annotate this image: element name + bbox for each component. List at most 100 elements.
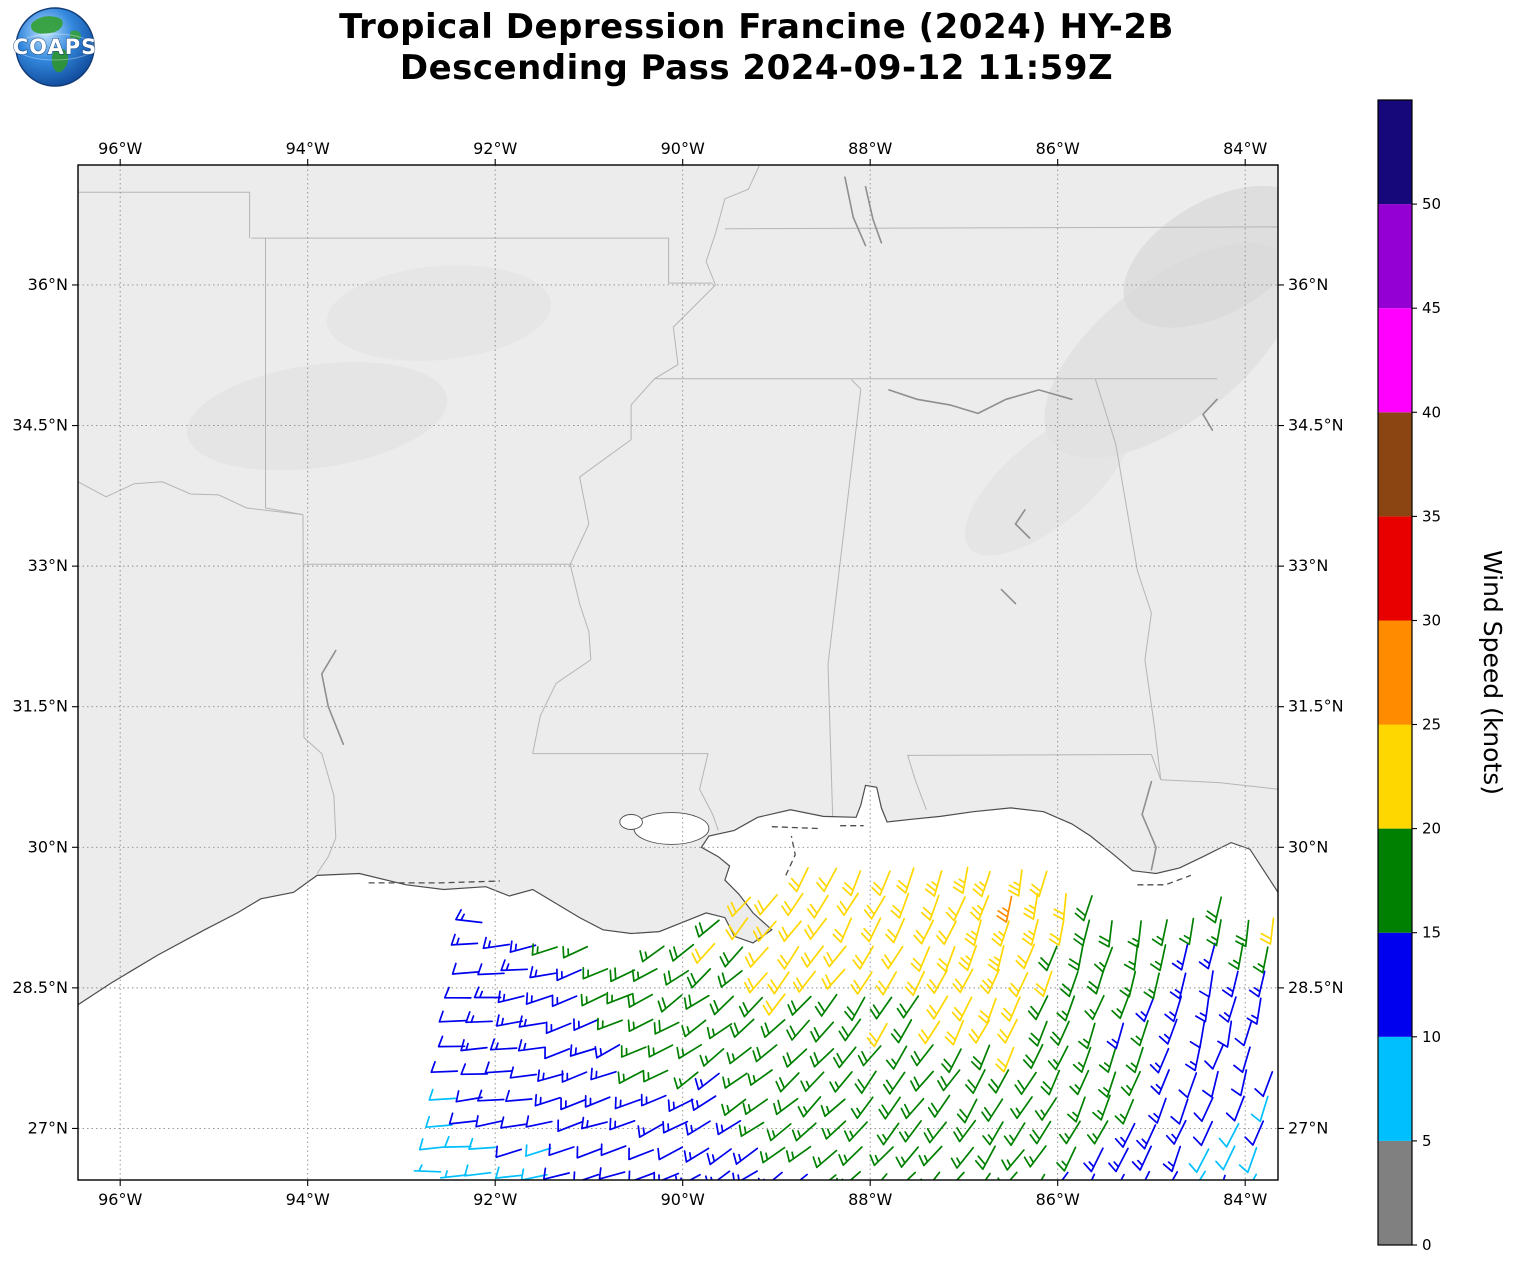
- wind-barb: [520, 1168, 548, 1180]
- coaps-logo: COAPS: [12, 5, 97, 89]
- wind-barb: [560, 1097, 587, 1111]
- state-border: [532, 233, 717, 754]
- wind-barb: [639, 945, 665, 963]
- wind-barb: [1198, 1170, 1206, 1180]
- lake: [633, 812, 710, 845]
- wind-barb: [921, 894, 940, 921]
- wind-barb: [1003, 1122, 1026, 1147]
- wind-barb: [1230, 1069, 1248, 1097]
- lat-tick-label-right: 31.5°N: [1288, 697, 1344, 716]
- title-block: Tropical Depression Francine (2024) HY-2…: [0, 7, 1513, 90]
- wind-barb: [691, 942, 716, 964]
- island-chain: [785, 835, 796, 876]
- lon-tick-label-top: 88°W: [848, 139, 892, 158]
- colorbar-tick-label: 40: [1422, 403, 1441, 421]
- wind-barb: [747, 1069, 773, 1086]
- wind-barb: [752, 920, 777, 942]
- wind-barb: [1198, 942, 1216, 970]
- state-border: [265, 238, 304, 516]
- wind-barb: [900, 1097, 925, 1120]
- wind-barb: [952, 866, 969, 894]
- lon-tick-label-top: 84°W: [1223, 139, 1267, 158]
- wind-barb: [775, 1072, 800, 1093]
- wind-barb: [1150, 944, 1167, 972]
- wind-barb: [1027, 995, 1049, 1021]
- wind-barb: [910, 1070, 934, 1092]
- state-border: [715, 165, 761, 234]
- wind-barb: [465, 1011, 493, 1024]
- wind-barb: [647, 1044, 674, 1058]
- wind-barb: [1056, 1146, 1077, 1172]
- wind-barb: [1072, 1046, 1092, 1073]
- wind-barb: [642, 1069, 669, 1083]
- wind-barb: [495, 1145, 522, 1159]
- state-border: [907, 753, 1162, 810]
- wind-barb: [609, 1117, 636, 1131]
- wind-barb: [518, 1015, 546, 1028]
- wind-barb: [744, 972, 768, 994]
- wind-barb: [1217, 1020, 1233, 1048]
- wind-barb: [1204, 1044, 1224, 1070]
- wind-barb: [1234, 1019, 1253, 1047]
- wind-barb: [1218, 996, 1237, 1023]
- wind-barb: [489, 1038, 518, 1051]
- wind-barb: [1010, 1096, 1033, 1120]
- wind-barb: [952, 968, 974, 994]
- state-border: [827, 379, 862, 818]
- wind-barb: [694, 1072, 720, 1091]
- wind-barb: [843, 1121, 868, 1142]
- wind-barb: [918, 1020, 941, 1045]
- lon-tick-label-top: 96°W: [98, 139, 142, 158]
- colorbar-frame: [1377, 99, 1413, 1246]
- wind-barb: [752, 1044, 778, 1063]
- wind-barb: [1074, 895, 1093, 922]
- wind-barb: [460, 1039, 488, 1052]
- colorbar-tick-label: 20: [1422, 820, 1441, 838]
- wind-barb: [782, 1173, 808, 1180]
- wind-barb: [904, 970, 926, 997]
- lat-tick-label-left: 31.5°N: [12, 697, 68, 716]
- wind-barb: [428, 1088, 457, 1101]
- wind-barb: [590, 1067, 617, 1081]
- landmass-east-icon: [70, 30, 81, 41]
- wind-barb: [455, 909, 483, 924]
- wind-barb: [950, 1146, 975, 1169]
- wind-barb: [1028, 1020, 1048, 1047]
- wind-barb: [704, 1170, 731, 1180]
- wind-barb: [1083, 1147, 1104, 1173]
- wind-barb: [1259, 917, 1275, 945]
- plot-title-line1: Tropical Depression Francine (2024) HY-2…: [339, 7, 1174, 47]
- wind-barb: [534, 1093, 561, 1107]
- wind-barb: [1143, 972, 1160, 1000]
- river: [1014, 509, 1031, 539]
- wind-barb: [1185, 1044, 1202, 1072]
- wind-barb: [809, 1048, 835, 1068]
- wind-barb: [1022, 1043, 1044, 1070]
- wind-barb: [852, 945, 874, 970]
- wind-barb: [810, 1021, 835, 1043]
- river: [1000, 588, 1017, 605]
- state-border: [251, 237, 713, 284]
- wind-barb: [573, 1171, 600, 1180]
- wind-barb: [1205, 896, 1223, 924]
- wind-barb: [833, 1046, 857, 1069]
- wind-barb: [869, 996, 893, 1020]
- river: [320, 649, 345, 745]
- wind-barb: [1098, 1071, 1117, 1098]
- wind-barb: [958, 944, 978, 972]
- wind-barb: [537, 1069, 564, 1082]
- wind-barb: [1040, 1173, 1046, 1180]
- wind-barb: [413, 1164, 442, 1173]
- colorbar-band: [1378, 1140, 1412, 1245]
- wind-barb: [777, 946, 800, 970]
- wind-barb: [766, 1123, 792, 1142]
- wind-barb: [1148, 1097, 1167, 1124]
- wind-barb: [757, 1171, 783, 1180]
- wind-barb: [500, 1116, 528, 1129]
- wind-barb: [1034, 970, 1053, 997]
- lat-tick-label-right: 36°N: [1288, 275, 1328, 294]
- colorbar-tick-label: 30: [1422, 612, 1441, 630]
- wind-barb: [1127, 920, 1142, 948]
- wind-barb: [706, 1023, 733, 1040]
- wind-barb: [1073, 919, 1091, 947]
